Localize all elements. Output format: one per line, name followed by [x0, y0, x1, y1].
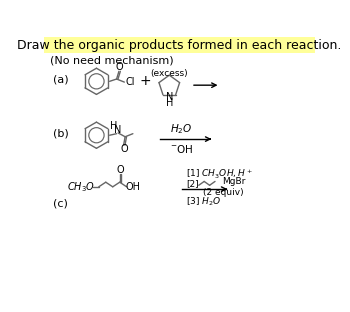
Text: [1] $CH_3OH, H^+$: [1] $CH_3OH, H^+$	[186, 168, 253, 181]
Text: [2]: [2]	[186, 179, 199, 188]
Text: $CH_3O$: $CH_3O$	[67, 180, 95, 194]
Text: (No need mechanism): (No need mechanism)	[50, 56, 174, 66]
Text: H: H	[110, 121, 117, 131]
FancyBboxPatch shape	[44, 37, 315, 53]
Text: O: O	[116, 62, 124, 72]
Text: N: N	[166, 92, 173, 103]
Text: $H_2O$: $H_2O$	[170, 122, 193, 136]
Text: O: O	[117, 165, 124, 175]
Text: Draw the organic products formed in each reaction.: Draw the organic products formed in each…	[17, 39, 342, 52]
Text: OH: OH	[125, 182, 140, 192]
Text: H: H	[166, 98, 173, 108]
Text: (b): (b)	[53, 129, 69, 139]
Text: MgBr: MgBr	[222, 177, 245, 186]
Text: (excess): (excess)	[150, 69, 188, 78]
Text: (c): (c)	[53, 199, 68, 209]
Text: +: +	[139, 74, 151, 88]
Text: N: N	[114, 125, 121, 135]
Text: $\mathregular{^{-}}$OH: $\mathregular{^{-}}$OH	[170, 143, 194, 155]
Text: Cl: Cl	[125, 77, 134, 87]
Text: [3] $H_2O$: [3] $H_2O$	[186, 195, 222, 208]
Text: (2 equiv): (2 equiv)	[203, 188, 244, 197]
Text: (a): (a)	[53, 75, 69, 85]
Text: O: O	[120, 144, 128, 154]
